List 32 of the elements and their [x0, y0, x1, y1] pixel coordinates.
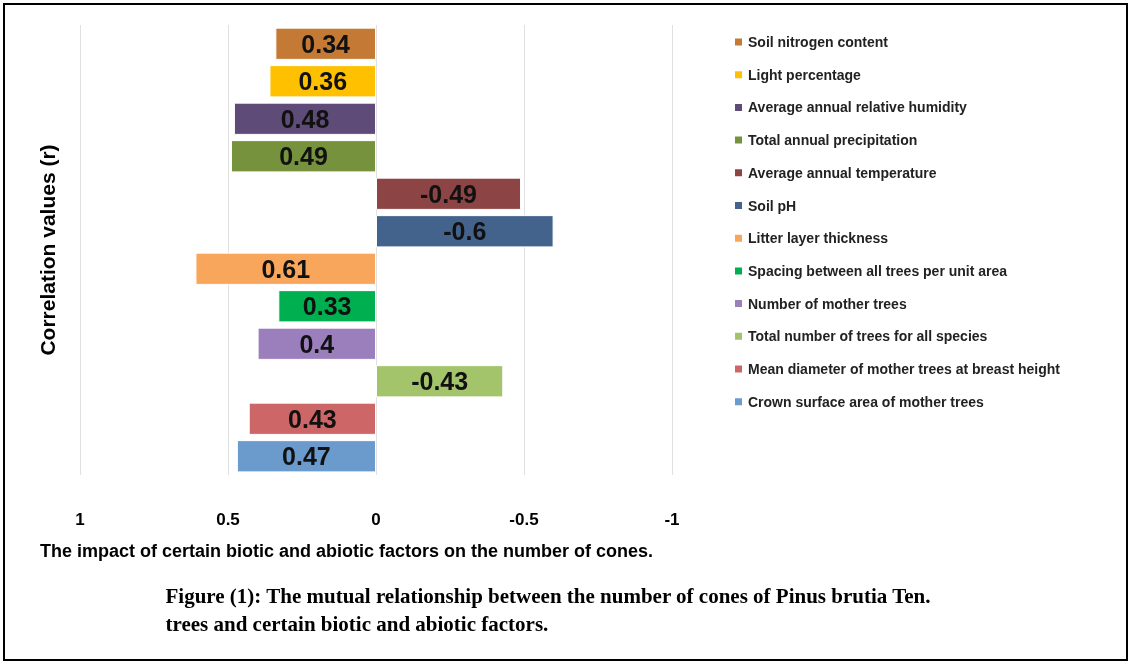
legend-label: Soil nitrogen content — [748, 34, 889, 50]
legend-label: Number of mother trees — [748, 295, 907, 312]
data-label: 0.61 — [261, 254, 311, 283]
data-label: 0.4 — [299, 329, 335, 358]
x-axis-title: The impact of certain biotic and abiotic factors on the number of cones. — [40, 541, 654, 561]
x-tick-label: -1 — [664, 510, 680, 529]
data-label: 0.36 — [298, 67, 348, 96]
legend-label: Mean diameter of mother trees at breast height — [748, 361, 1061, 377]
legend-label: Crown surface area of mother trees — [748, 393, 984, 410]
legend-label: Total annual precipitation — [748, 132, 918, 149]
x-tick-label: 0 — [371, 510, 381, 529]
legend-label: Average annual temperature — [748, 164, 937, 181]
data-label: -0.43 — [411, 367, 469, 396]
data-label: -0.6 — [443, 217, 487, 246]
data-label: 0.48 — [280, 104, 330, 133]
legend-label: Total number of trees for all species — [748, 328, 988, 345]
x-tick-label: 1 — [75, 510, 85, 529]
data-label: 0.49 — [279, 142, 328, 171]
x-tick-label: 0.5 — [216, 510, 240, 529]
y-axis-title: Correlation values (r) — [36, 144, 59, 356]
legend-label: Average annual relative humidity — [748, 99, 968, 116]
data-label: 0.34 — [301, 29, 351, 58]
legend-label: Soil pH — [748, 197, 797, 214]
x-tick-label: -0.5 — [509, 510, 539, 529]
data-label: 0.47 — [282, 442, 331, 471]
legend-label: Litter layer thickness — [748, 230, 889, 247]
data-label: 0.33 — [302, 292, 352, 321]
text: Figure (1): The mutual relationship between the number of cones of Pinus brutia Ten. trees and certain biotic and abiotic factors. — [165, 584, 936, 636]
legend-label: Spacing between all trees per unit area — [748, 262, 1008, 279]
data-label: -0.49 — [420, 179, 478, 208]
data-label: 0.43 — [288, 404, 337, 433]
legend-label: Light percentage — [748, 66, 862, 83]
